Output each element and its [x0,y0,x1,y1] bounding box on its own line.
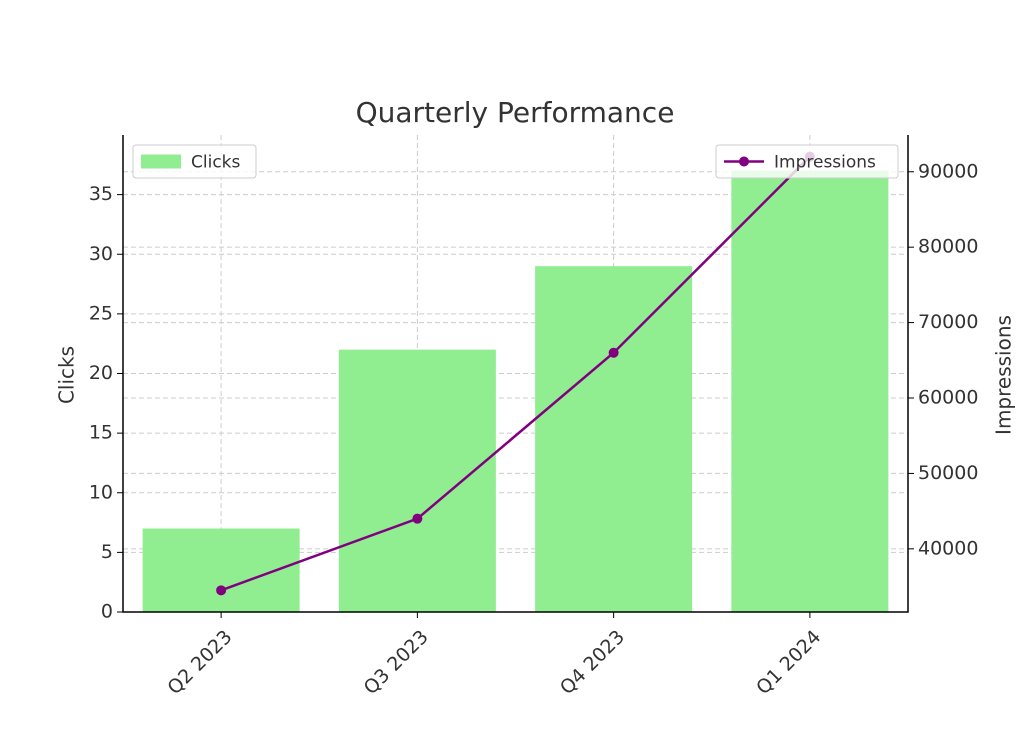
y-tick-label: 0 [101,601,113,623]
y2-tick-label: 50000 [918,462,978,484]
legend-box [132,144,257,179]
legend: Clicks [132,144,257,179]
x-tick-label: Q4 2023 [556,626,629,699]
bar [535,266,693,612]
y2-tick-label: 90000 [918,160,978,182]
y-tick-label: 10 [89,481,113,503]
y-tick-label: 30 [89,243,113,265]
point [216,585,227,596]
legend-marker [739,156,749,167]
y-tick-label: 20 [89,362,113,384]
bar [338,349,496,612]
x-tick-label: Q2 2023 [163,626,236,699]
y2-axis-label: Impressions [992,315,1016,435]
x-tick-label: Q3 2023 [360,626,433,699]
y-tick-label: 25 [89,302,113,324]
y2-tick-label: 40000 [918,537,978,559]
chart-title: Quarterly Performance [356,96,675,129]
x-tick-label: Q1 2024 [752,626,825,699]
point [608,347,619,358]
y2-tick-label: 80000 [918,236,978,258]
y-tick-label: 15 [89,422,113,444]
line [220,155,811,592]
legend: Impressions [715,144,899,179]
y2-tick-label: 70000 [918,311,978,333]
y-axis-label: Clicks [55,346,79,404]
bar [731,170,889,612]
legend-box [715,144,899,179]
axes [122,135,909,613]
y2-tick-label: 60000 [918,387,978,409]
legend-label: Impressions [774,153,876,173]
y-tick-label: 35 [89,183,113,205]
point [412,513,423,524]
y-tick-label: 5 [101,541,113,563]
legend-swatch [141,154,181,169]
legend-label: Clicks [191,153,241,173]
